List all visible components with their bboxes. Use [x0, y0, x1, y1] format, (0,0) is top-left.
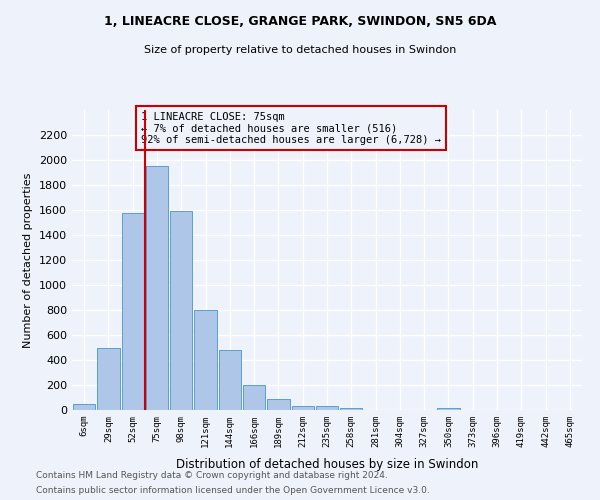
Bar [292, 406, 314, 410]
Text: Contains public sector information licensed under the Open Government Licence v3: Contains public sector information licen… [36, 486, 430, 495]
Bar [97, 348, 119, 410]
Bar [194, 310, 217, 410]
Bar [267, 400, 290, 410]
Text: Contains HM Land Registry data © Crown copyright and database right 2024.: Contains HM Land Registry data © Crown c… [36, 471, 388, 480]
Bar [340, 408, 362, 410]
Bar [146, 166, 168, 410]
Text: 1 LINEACRE CLOSE: 75sqm
← 7% of detached houses are smaller (516)
92% of semi-de: 1 LINEACRE CLOSE: 75sqm ← 7% of detached… [141, 112, 441, 144]
Text: 1, LINEACRE CLOSE, GRANGE PARK, SWINDON, SN5 6DA: 1, LINEACRE CLOSE, GRANGE PARK, SWINDON,… [104, 15, 496, 28]
Bar [218, 350, 241, 410]
Bar [122, 212, 144, 410]
Bar [316, 406, 338, 410]
Y-axis label: Number of detached properties: Number of detached properties [23, 172, 34, 348]
Text: Size of property relative to detached houses in Swindon: Size of property relative to detached ho… [144, 45, 456, 55]
Bar [437, 408, 460, 410]
Bar [170, 211, 193, 410]
Bar [73, 404, 95, 410]
X-axis label: Distribution of detached houses by size in Swindon: Distribution of detached houses by size … [176, 458, 478, 471]
Bar [243, 385, 265, 410]
